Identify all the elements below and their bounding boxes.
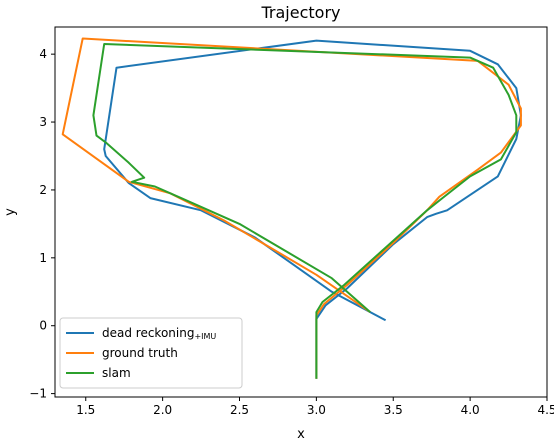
legend-box xyxy=(59,317,243,389)
y-tick-label: 2 xyxy=(39,183,47,197)
legend-label-dead-reckoning: dead reckoning+IMU xyxy=(102,326,216,341)
y-tick-label: 0 xyxy=(39,319,47,333)
x-tick-label: 3.0 xyxy=(307,403,326,417)
x-tick-label: 4.5 xyxy=(537,403,554,417)
y-tick-label: 3 xyxy=(39,115,47,129)
y-axis: −1 0 1 2 3 4 xyxy=(29,47,55,401)
y-tick-label: 4 xyxy=(39,47,47,61)
x-tick-label: 1.5 xyxy=(76,403,95,417)
legend-label-slam: slam xyxy=(102,366,131,380)
series-line-ground-truth xyxy=(61,37,522,379)
x-axis-label: x xyxy=(297,427,305,442)
series-line-slam xyxy=(92,43,518,379)
x-tick-label: 2.5 xyxy=(230,403,249,417)
x-axis: 1.5 2.0 2.5 3.0 3.5 4.0 4.5 xyxy=(76,397,554,417)
legend: dead reckoning+IMU ground truth slam xyxy=(59,317,243,389)
x-tick-label: 2.0 xyxy=(153,403,172,417)
y-tick-label: −1 xyxy=(29,387,47,401)
x-tick-label: 4.0 xyxy=(461,403,480,417)
y-tick-label: 1 xyxy=(39,251,47,265)
legend-label-ground-truth: ground truth xyxy=(102,346,178,360)
y-axis-label: y xyxy=(3,208,18,216)
x-tick-label: 3.5 xyxy=(384,403,403,417)
plot-frame xyxy=(54,26,548,398)
chart-title: Trajectory xyxy=(261,3,341,22)
